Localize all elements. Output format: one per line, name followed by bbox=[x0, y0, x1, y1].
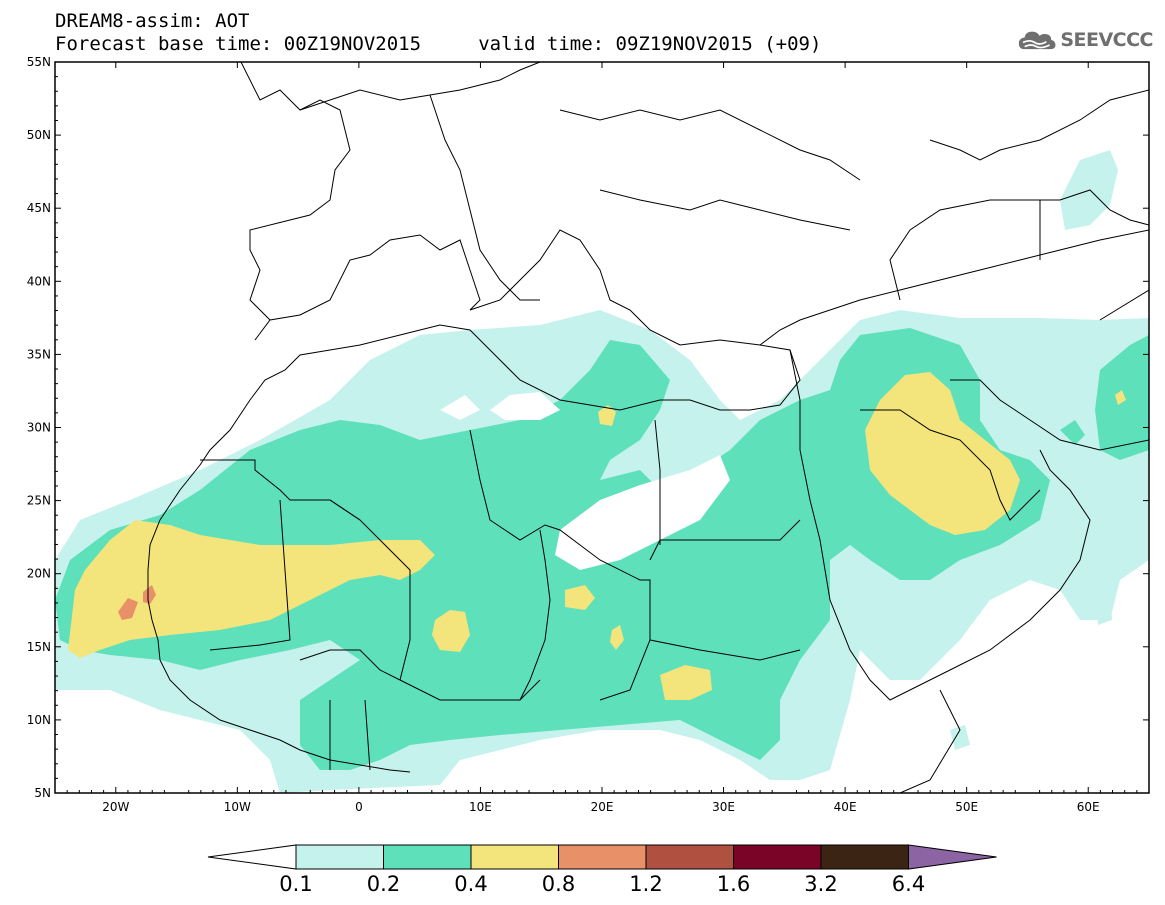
lon-tick-label: 50E bbox=[955, 800, 978, 814]
lat-tick-label: 50N bbox=[27, 128, 51, 142]
lat-tick-label: 5N bbox=[34, 786, 51, 800]
lat-tick-label: 55N bbox=[27, 55, 51, 69]
colorbar-under-triangle bbox=[207, 844, 297, 870]
lon-tick-label: 60E bbox=[1077, 800, 1100, 814]
colorbar-swatch bbox=[295, 844, 384, 870]
lon-tick-label: 10W bbox=[224, 800, 251, 814]
colorbar-label: 0.4 bbox=[454, 872, 487, 896]
latitude-axis: 55N 50N 45N 40N 35N 30N 25N 20N 15N 10N 5N bbox=[27, 55, 1149, 800]
political-borders bbox=[147, 62, 1149, 793]
lon-tick-label: 30E bbox=[712, 800, 735, 814]
lat-tick-label: 45N bbox=[27, 201, 51, 215]
colorbar-swatch bbox=[645, 844, 734, 870]
cloud-icon bbox=[1018, 31, 1056, 50]
aot-level-0.8 bbox=[118, 585, 156, 620]
longitude-axis: 20W 10W 0 10E 20E 30E 40E 50E 60E bbox=[66, 62, 1138, 814]
lat-tick-label: 35N bbox=[27, 347, 51, 361]
aot-low-holes bbox=[440, 392, 730, 570]
map-subtitle: Forecast base time: 00Z19NOV2015 valid t… bbox=[55, 33, 822, 55]
logo-text: SEEVCCC bbox=[1060, 29, 1153, 51]
map-title: DREAM8-assim: AOT bbox=[55, 10, 250, 32]
lat-tick-label: 25N bbox=[27, 494, 51, 508]
colorbar-swatch bbox=[733, 844, 822, 870]
lat-tick-label: 10N bbox=[27, 713, 51, 727]
colorbar-label: 1.6 bbox=[717, 872, 750, 896]
lon-tick-label: 20W bbox=[102, 800, 129, 814]
colorbar-label: 0.2 bbox=[367, 872, 400, 896]
seevccc-logo: SEEVCCC bbox=[1018, 24, 1153, 56]
lat-tick-label: 20N bbox=[27, 567, 51, 581]
lon-tick-label: 0 bbox=[355, 800, 363, 814]
lat-tick-label: 15N bbox=[27, 640, 51, 654]
colorbar-swatch bbox=[383, 844, 472, 870]
lon-tick-label: 40E bbox=[834, 800, 857, 814]
colorbar-label: 1.2 bbox=[629, 872, 662, 896]
colorbar-swatch bbox=[558, 844, 647, 870]
aot-field bbox=[55, 62, 1149, 793]
colorbar-label: 3.2 bbox=[804, 872, 837, 896]
lat-tick-label: 30N bbox=[27, 421, 51, 435]
colorbar-label: 0.8 bbox=[542, 872, 575, 896]
colorbar-swatch bbox=[820, 844, 909, 870]
colorbar: 0.1 0.2 0.4 0.8 1.2 1.6 3.2 6.4 bbox=[207, 844, 997, 896]
colorbar-over-triangle bbox=[908, 844, 997, 870]
colorbar-swatch bbox=[470, 844, 559, 870]
lon-tick-label: 10E bbox=[469, 800, 492, 814]
lon-tick-label: 20E bbox=[591, 800, 614, 814]
colorbar-label: 0.1 bbox=[279, 872, 312, 896]
lat-tick-label: 40N bbox=[27, 274, 51, 288]
colorbar-label: 6.4 bbox=[892, 872, 925, 896]
